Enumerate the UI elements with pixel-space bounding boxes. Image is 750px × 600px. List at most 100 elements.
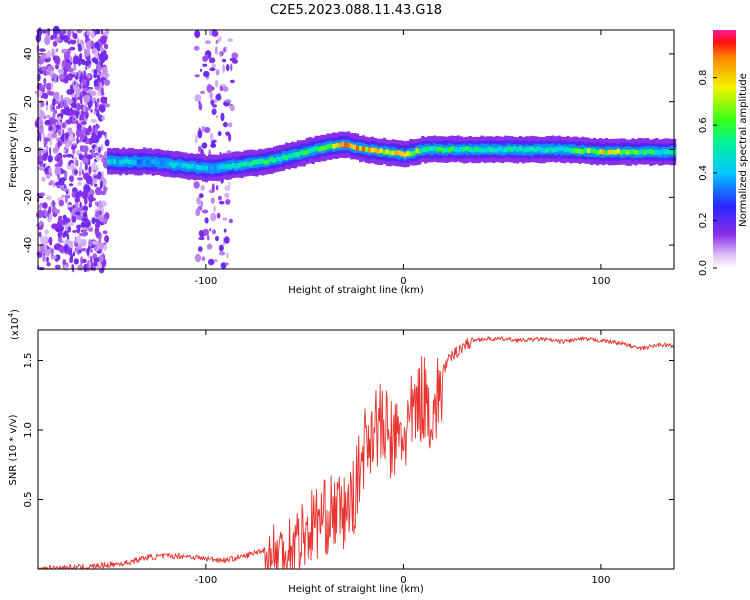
heatmap-noise-cell <box>44 36 51 46</box>
heatmap-noise-cell <box>219 251 226 256</box>
heatmap-noise-cell <box>64 141 70 149</box>
heatmap-noise-cell <box>44 137 50 142</box>
heatmap-noise-cell <box>94 102 98 109</box>
heatmap-ridge-cell <box>444 147 449 153</box>
heatmap-noise-cell <box>212 29 217 37</box>
heatmap-noise-cell <box>54 264 61 269</box>
heatmap-ridge-cell <box>578 148 582 154</box>
heatmap-ridge-cell <box>619 150 623 156</box>
heatmap-ridge-cell <box>584 148 588 153</box>
heatmap-noise-cell <box>88 125 92 133</box>
heatmap-noise-cell <box>86 263 89 269</box>
heatmap-noise-cell <box>101 158 106 164</box>
heatmap-noise-cell <box>48 213 53 221</box>
heatmap-noise-cell <box>69 175 74 183</box>
heatmap-noise-cell <box>97 130 103 139</box>
heatmap-noise-cell <box>83 32 86 37</box>
colorbar-tick-label: 0.2 <box>698 212 709 228</box>
heatmap-noise-cell <box>42 89 45 93</box>
heatmap-noise-cell <box>52 111 56 119</box>
heatmap-ridge-cell <box>332 143 336 149</box>
heatmap-noise-cell <box>201 142 208 149</box>
heatmap-ridge-cell <box>261 159 265 164</box>
heatmap-ridge-cell <box>127 159 132 165</box>
heatmap-ridge-cell <box>640 149 644 155</box>
heatmap-noise-cell <box>41 66 48 72</box>
heatmap-noise-cell <box>57 102 61 110</box>
x-tick-label: 100 <box>591 276 610 287</box>
heatmap-ridge-cell <box>483 147 487 153</box>
heatmap-noise-cell <box>77 45 82 52</box>
heatmap-ridge-cell <box>169 161 173 167</box>
heatmap-ridge-cell <box>113 159 117 164</box>
heatmap-ridge-cell <box>237 162 241 168</box>
heatmap-ridge-cell <box>116 158 120 164</box>
heatmap-noise-cell <box>51 248 54 255</box>
heatmap-ridge-cell <box>673 149 677 155</box>
heatmap-ridge-cell <box>228 164 232 169</box>
heatmap-noise-cell <box>211 183 215 193</box>
heatmap-ridge-cell <box>225 164 229 169</box>
heatmap-noise-cell <box>52 119 57 123</box>
heatmap-noise-cell <box>50 81 54 91</box>
heatmap-noise-cell <box>197 246 203 252</box>
heatmap-noise-cell <box>223 236 230 244</box>
heatmap-noise-cell <box>57 231 61 239</box>
heatmap-ridge-cell <box>359 146 363 151</box>
y-tick-label: 0.5 <box>23 492 34 508</box>
heatmap-ridge-cell <box>471 147 475 153</box>
heatmap-noise-cell <box>70 145 76 150</box>
heatmap-noise-cell <box>44 119 52 126</box>
heatmap-noise-cell <box>51 77 54 82</box>
heatmap-noise-cell <box>101 130 105 135</box>
heatmap-noise-cell <box>46 195 52 201</box>
heatmap-noise-cell <box>45 104 49 111</box>
heatmap-noise-cell <box>94 201 98 206</box>
heatmap-ridge-cell <box>379 148 383 154</box>
heatmap-ridge-cell <box>196 164 200 170</box>
heatmap-ridge-cell <box>634 150 638 155</box>
heatmap-noise-cell <box>59 31 65 36</box>
heatmap-noise-cell <box>220 50 223 58</box>
heatmap-ridge-cell <box>163 160 167 165</box>
heatmap-noise-cell <box>86 31 91 36</box>
heatmap-ridge-cell <box>151 159 155 164</box>
heatmap-noise-cell <box>225 64 230 72</box>
heatmap-ridge-cell <box>154 159 158 165</box>
heatmap-noise-cell <box>99 82 103 89</box>
snr-y-ticks: 0.5 1.0 1.5 <box>23 353 674 508</box>
heatmap-noise-cell <box>51 223 59 229</box>
heatmap-noise-cell <box>47 65 55 72</box>
heatmap-ridge-cell <box>204 165 209 171</box>
heatmap-noise-cell <box>201 125 206 132</box>
heatmap-noise-cell <box>71 115 75 124</box>
snr-y-scale-exponent: 4 <box>7 312 15 317</box>
heatmap-ridge-cell <box>516 147 520 152</box>
heatmap-noise-cell <box>209 228 212 232</box>
heatmap-ridge-cell <box>133 160 137 165</box>
heatmap-ridge-cell <box>554 147 558 152</box>
colorbar-tick-label: 0.6 <box>698 117 709 133</box>
heatmap-noise-cell <box>85 175 93 185</box>
heatmap-noise-cell <box>217 36 222 43</box>
heatmap-noise-cell <box>70 133 74 138</box>
heatmap-noise-cell <box>219 85 224 92</box>
heatmap-noise-cell <box>76 102 81 112</box>
heatmap-noise-cell <box>74 169 78 175</box>
heatmap-ridge-cell <box>299 150 303 155</box>
heatmap-noise-cell <box>210 212 217 222</box>
heatmap-noise-cell <box>49 146 52 156</box>
heatmap-ridge-cell <box>575 148 579 154</box>
heatmap-noise-cell <box>62 214 67 221</box>
heatmap-noise-cell <box>97 92 102 97</box>
heatmap-ridge-cell <box>587 148 591 154</box>
heatmap-noise-cell <box>94 226 100 235</box>
heatmap-noise-cell <box>65 119 72 125</box>
heatmap-noise-cell <box>56 48 59 53</box>
heatmap-noise-cell <box>57 215 64 224</box>
heatmap-noise-cell <box>214 258 218 263</box>
heatmap-noise-cell <box>96 124 100 129</box>
heatmap-noise-cell <box>39 249 46 253</box>
heatmap-noise-cell <box>58 73 65 80</box>
